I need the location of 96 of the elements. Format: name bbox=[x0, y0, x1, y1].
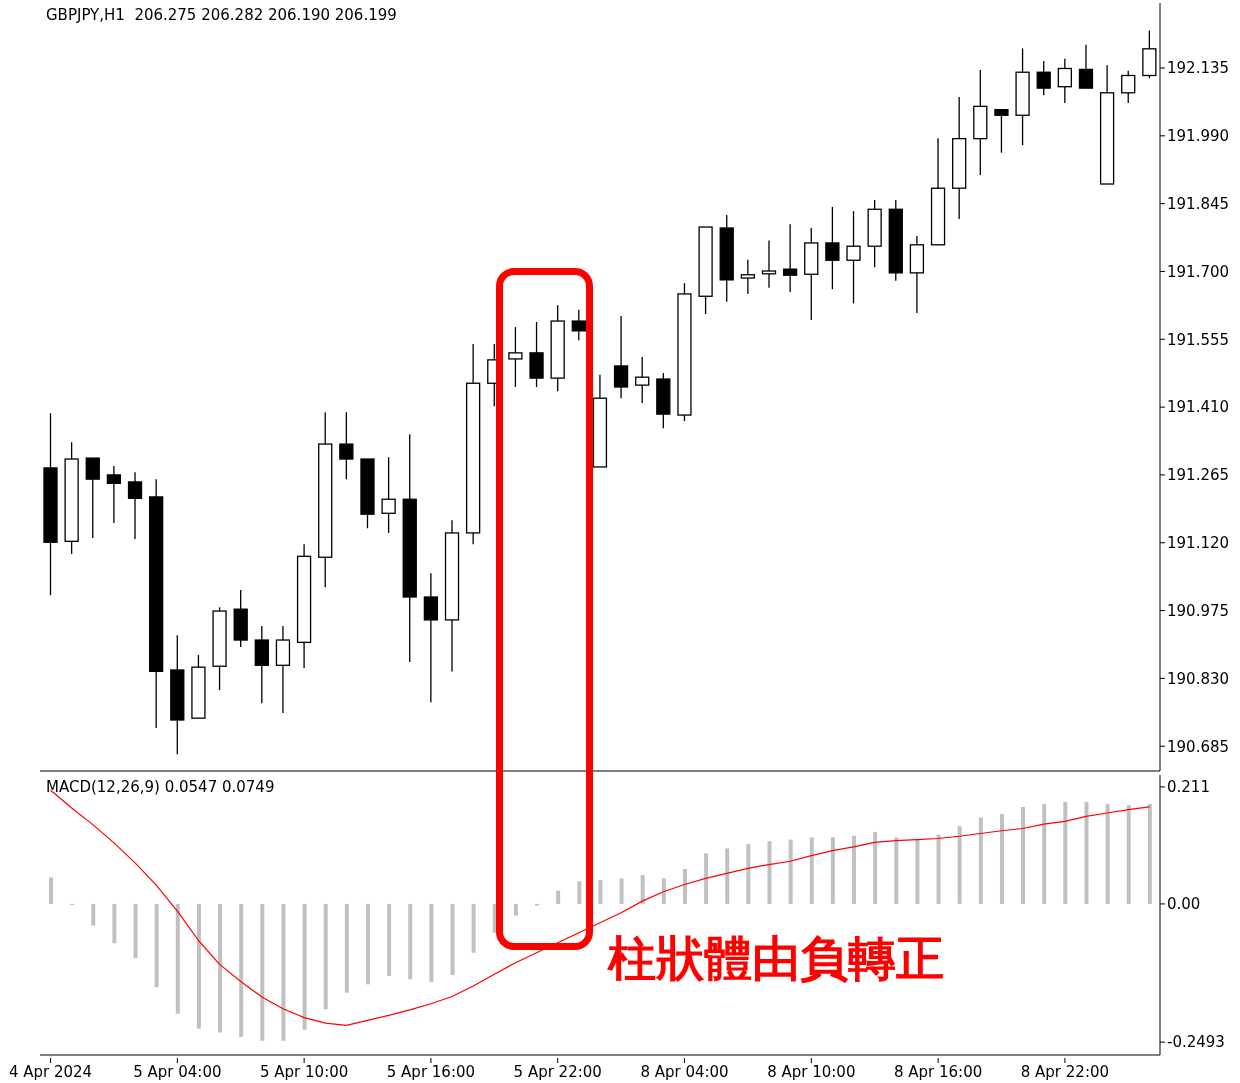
bar bbox=[281, 903, 286, 1041]
x-tick-label: 5 Apr 04:00 bbox=[133, 1063, 222, 1081]
bar bbox=[704, 853, 709, 904]
x-tick-label: 8 Apr 16:00 bbox=[893, 1063, 983, 1081]
bar bbox=[725, 848, 730, 904]
bar bbox=[1021, 806, 1026, 904]
bar bbox=[133, 903, 138, 959]
bar bbox=[196, 903, 201, 1029]
bar bbox=[323, 903, 328, 1010]
bar bbox=[640, 875, 645, 904]
x-tick-label: 8 Apr 04:00 bbox=[640, 1063, 729, 1081]
bar bbox=[218, 903, 223, 1033]
y-tick-label: 0.211 bbox=[1167, 778, 1210, 797]
bar bbox=[788, 839, 793, 904]
bar bbox=[957, 826, 962, 904]
x-tick-label: 8 Apr 22:00 bbox=[1020, 1063, 1110, 1081]
bar bbox=[429, 903, 434, 983]
bar bbox=[619, 878, 624, 904]
candlestick bbox=[508, 326, 523, 388]
bar bbox=[830, 837, 835, 904]
bar bbox=[661, 878, 666, 904]
candlestick bbox=[635, 356, 650, 404]
candlestick bbox=[782, 223, 798, 293]
y-tick-label: 190.830 bbox=[1167, 669, 1230, 688]
bar bbox=[682, 868, 687, 904]
bar bbox=[767, 841, 772, 904]
bar bbox=[365, 903, 370, 985]
y-tick-label: -0.2493 bbox=[1167, 1033, 1225, 1052]
candlestick bbox=[1078, 43, 1094, 89]
bar bbox=[450, 903, 455, 975]
y-tick-label: 191.410 bbox=[1167, 398, 1230, 417]
bar bbox=[1105, 804, 1110, 904]
y-tick-label: 192.135 bbox=[1167, 59, 1230, 78]
y-tick-label: 190.975 bbox=[1167, 601, 1230, 620]
bar bbox=[408, 903, 413, 980]
candlestick bbox=[846, 210, 861, 304]
candlestick bbox=[994, 108, 1009, 154]
bar bbox=[999, 814, 1004, 904]
bar bbox=[978, 817, 983, 904]
bar bbox=[49, 877, 53, 904]
bar bbox=[239, 903, 244, 1037]
bar bbox=[1147, 804, 1152, 904]
x-tick-label: 5 Apr 22:00 bbox=[513, 1063, 602, 1081]
candlestick bbox=[85, 457, 100, 539]
bar bbox=[513, 903, 518, 916]
bar bbox=[873, 831, 878, 904]
candlestick bbox=[740, 259, 756, 295]
bar bbox=[1042, 804, 1047, 904]
candlestick bbox=[1121, 70, 1136, 104]
x-tick-label: 5 Apr 16:00 bbox=[386, 1063, 476, 1081]
y-tick-label: 190.685 bbox=[1167, 737, 1230, 756]
y-tick-label: 191.990 bbox=[1167, 127, 1230, 146]
bar bbox=[1084, 801, 1089, 904]
bar bbox=[112, 903, 117, 944]
bar bbox=[852, 835, 857, 904]
bar bbox=[1063, 801, 1068, 904]
bar bbox=[936, 834, 941, 904]
bar bbox=[344, 903, 349, 993]
bar bbox=[91, 903, 96, 926]
candlestick bbox=[1057, 58, 1072, 104]
bar bbox=[598, 880, 603, 904]
bar bbox=[556, 890, 561, 904]
y-tick-label: 191.120 bbox=[1167, 534, 1230, 553]
bar bbox=[260, 903, 265, 1041]
bar bbox=[387, 903, 392, 976]
candlestick bbox=[381, 456, 396, 534]
bar bbox=[577, 881, 582, 904]
bar bbox=[746, 844, 751, 904]
y-tick-label: 191.265 bbox=[1167, 466, 1230, 485]
candlestick bbox=[106, 465, 122, 524]
candlestick bbox=[127, 471, 143, 540]
bar bbox=[154, 903, 159, 988]
bar bbox=[471, 903, 476, 953]
candlestick bbox=[1036, 60, 1051, 96]
bar bbox=[809, 837, 814, 904]
bar bbox=[175, 903, 180, 1014]
chart-title: GBPJPY,H1 206.275 206.282 206.190 206.199 bbox=[46, 6, 397, 24]
x-tick-label: 4 Apr 2024 bbox=[8, 1063, 93, 1081]
chart-title: MACD(12,26,9) 0.0547 0.0749 bbox=[46, 778, 275, 796]
annotation: 柱狀體由負轉正 bbox=[608, 929, 944, 988]
candlestick bbox=[423, 572, 439, 703]
candlestick bbox=[571, 309, 586, 341]
candlestick bbox=[339, 411, 354, 480]
y-tick-label: 191.700 bbox=[1167, 262, 1230, 281]
candlestick bbox=[825, 206, 840, 290]
y-tick-label: 191.845 bbox=[1167, 194, 1230, 213]
bar bbox=[1126, 805, 1131, 904]
y-tick-label: 0.00 bbox=[1167, 895, 1201, 914]
candlestick bbox=[613, 315, 629, 399]
x-tick-label: 8 Apr 10:00 bbox=[767, 1063, 856, 1081]
bar bbox=[894, 837, 899, 904]
y-tick-label: 191.555 bbox=[1167, 330, 1230, 349]
bar bbox=[915, 839, 920, 904]
x-tick-label: 5 Apr 10:00 bbox=[260, 1063, 349, 1081]
bar bbox=[302, 903, 307, 1030]
candlestick bbox=[761, 239, 777, 289]
